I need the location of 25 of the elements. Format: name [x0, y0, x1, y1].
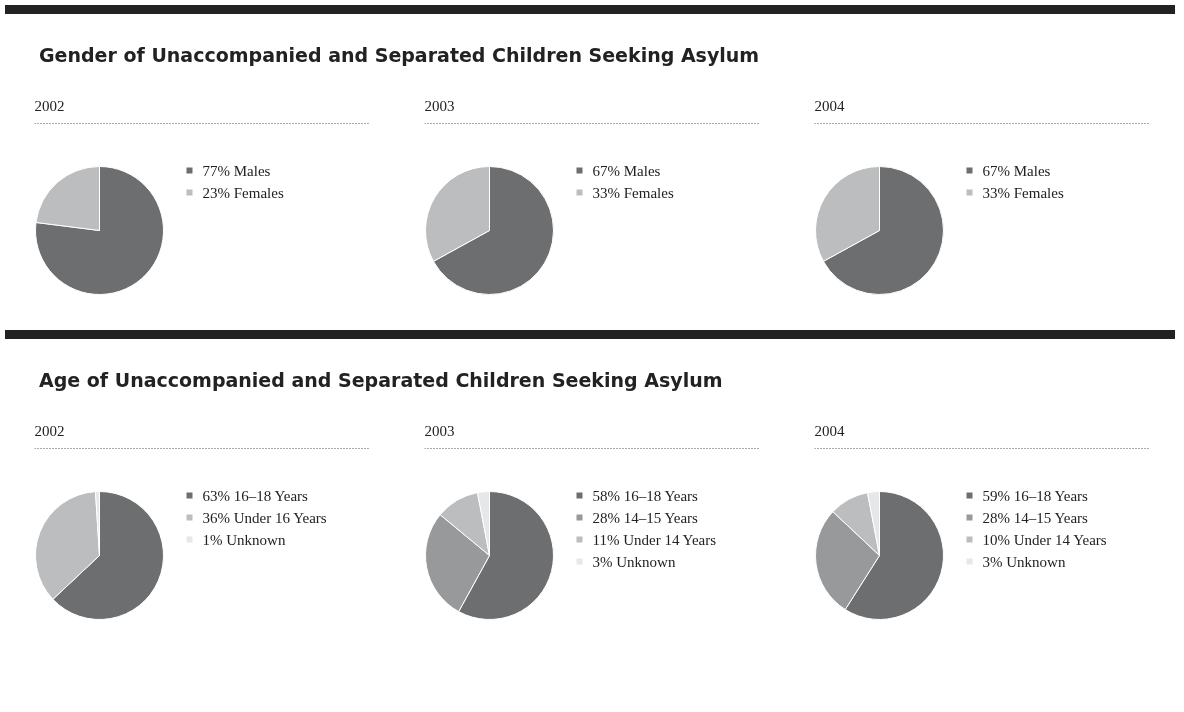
legend-label: 36% Under 16 Years: [202, 509, 327, 526]
legend-label: 67% Males: [592, 162, 661, 179]
legend-label: 33% Females: [592, 184, 674, 201]
legend-label: 67% Males: [982, 162, 1051, 179]
chart-title: 2003: [424, 97, 455, 114]
text: Gender of Unaccompanied and Separated Children Seeking Asylum: [39, 43, 760, 68]
chart-title: 2002: [34, 97, 65, 114]
chart-title: 2002: [34, 422, 65, 439]
legend-label: 59% 16–18 Years: [982, 487, 1089, 504]
legend-label: 1% Unknown: [202, 531, 286, 548]
legend-label: 28% 14–15 Years: [592, 509, 699, 526]
legend-label: 77% Males: [202, 162, 271, 179]
legend-label: 3% Unknown: [592, 553, 676, 570]
chart-title: 2004: [814, 97, 845, 114]
legend-label: 33% Females: [982, 184, 1064, 201]
legend-label: 28% 14–15 Years: [982, 509, 1089, 526]
legend-label: 23% Females: [202, 184, 284, 201]
legend-label: 10% Under 14 Years: [982, 531, 1107, 548]
legend-label: 3% Unknown: [982, 553, 1066, 570]
chart-title: 2003: [424, 422, 455, 439]
legend-label: 63% 16–18 Years: [202, 487, 309, 504]
text: Age of Unaccompanied and Separated Children Seeking Asylum: [39, 368, 723, 393]
legend-label: 11% Under 14 Years: [592, 531, 717, 548]
legend-label: 58% 16–18 Years: [592, 487, 699, 504]
chart-title: 2004: [814, 422, 845, 439]
